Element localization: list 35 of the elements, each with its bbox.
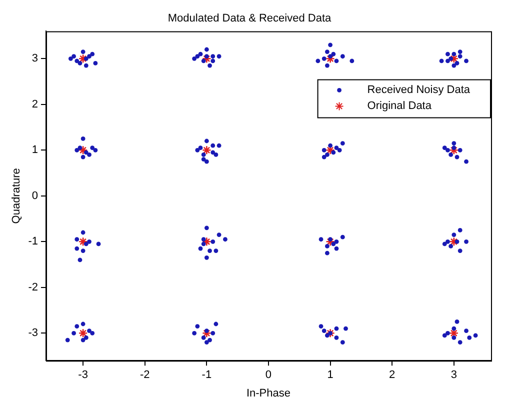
x-tick-label: 1: [327, 369, 334, 382]
chart-title: Modulated Data & Received Data: [168, 12, 332, 25]
y-tick-label: 3: [32, 52, 38, 65]
x-tick-label: -2: [140, 369, 150, 382]
point: [326, 237, 335, 246]
x-tick-label: -3: [78, 369, 88, 382]
point: [202, 237, 212, 246]
x-tick-label: 3: [450, 369, 457, 382]
point: [449, 328, 459, 338]
point: [326, 328, 335, 338]
legend-label: Original Data: [367, 100, 432, 112]
point: [326, 146, 335, 155]
point: [78, 146, 88, 155]
point: [449, 54, 459, 64]
point: [78, 237, 88, 246]
y-tick-label: 0: [32, 190, 38, 202]
y-tick-label: 2: [32, 98, 38, 110]
y-tick-label: -2: [28, 281, 38, 294]
y-tick-label: -3: [28, 327, 38, 340]
legend-label: Received Noisy Data: [367, 84, 471, 96]
point: [449, 146, 459, 155]
point: [78, 328, 88, 338]
point: [326, 54, 335, 64]
point: [202, 146, 212, 155]
point: [202, 54, 212, 64]
point: [78, 54, 88, 64]
point: [202, 328, 212, 338]
x-tick-label: 0: [265, 369, 272, 382]
x-tick-label: 2: [389, 369, 396, 382]
y-tick-label: 1: [32, 144, 38, 156]
x-axis-title: In-Phase: [246, 387, 291, 400]
y-axis-title: Quadrature: [10, 168, 23, 224]
x-tick-label: -1: [202, 369, 212, 382]
y-tick-label: -1: [28, 236, 38, 248]
point: [449, 237, 459, 246]
